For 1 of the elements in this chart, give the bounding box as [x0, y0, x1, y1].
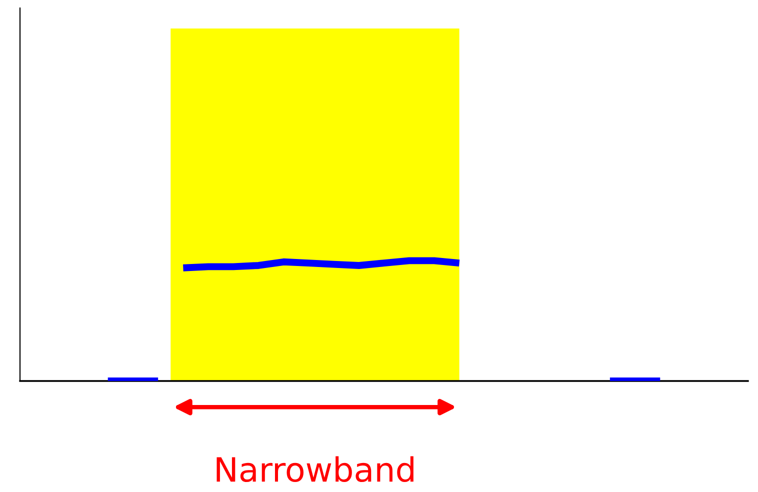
- text: Narrowband: [216, 456, 414, 482]
